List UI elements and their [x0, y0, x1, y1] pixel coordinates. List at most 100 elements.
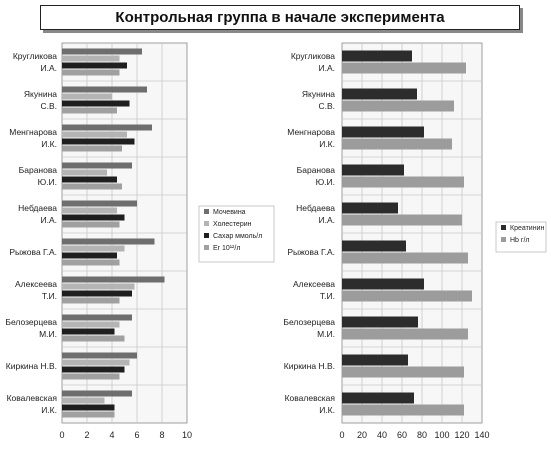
bar-urea [62, 352, 137, 359]
category-label: Алексеева [15, 279, 57, 289]
bar-er [62, 183, 122, 190]
bar-chol [62, 397, 105, 404]
category-label: И.К. [41, 139, 57, 149]
bar-urea [62, 390, 132, 397]
category-label: Баранова [19, 165, 58, 175]
bar-chol [62, 207, 117, 214]
x-tick-label: 0 [59, 430, 64, 440]
bar-chol [62, 169, 107, 176]
x-tick-label: 120 [454, 430, 469, 440]
chart-title: Контрольная группа в начале эксперимента [115, 9, 445, 26]
bar-sugar [62, 176, 117, 183]
bar-creat [342, 354, 408, 366]
bar-chol [62, 321, 120, 328]
x-tick-label: 4 [109, 430, 114, 440]
bar-chol [62, 283, 135, 290]
bar-creat [342, 126, 424, 138]
x-tick-label: 80 [417, 430, 427, 440]
bar-creat [342, 50, 412, 62]
category-label: Т.И. [320, 291, 335, 301]
category-label: Т.И. [42, 291, 57, 301]
bar-urea [62, 162, 132, 169]
category-label: Ковалевская [7, 393, 58, 403]
bar-chol [62, 131, 127, 138]
category-label: М.И. [39, 329, 57, 339]
category-label: Алексеева [293, 279, 335, 289]
bar-er [62, 373, 120, 380]
category-label: И.А. [318, 215, 335, 225]
bar-er [62, 297, 120, 304]
bar-creat [342, 316, 418, 328]
bar-urea [62, 48, 142, 55]
legend-label: Er 10¹²/л [213, 245, 240, 252]
category-label: С.В. [40, 101, 57, 111]
bar-urea [62, 124, 152, 131]
x-tick-label: 10 [182, 430, 192, 440]
chart-2: 0 20 40 60 80 100 120 140 Кругликова И.А. Якунина С… [283, 42, 547, 440]
bar-sugar [62, 366, 125, 373]
bar-sugar [62, 138, 135, 145]
category-label: И.А. [40, 63, 57, 73]
bar-hb [342, 366, 464, 378]
category-label: Кругликова [13, 51, 57, 61]
bar-hb [342, 328, 468, 340]
bar-sugar [62, 328, 115, 335]
category-label: Баранова [297, 165, 336, 175]
x-tick-label: 6 [134, 430, 139, 440]
bar-sugar [62, 252, 117, 259]
legend-swatch [204, 221, 209, 226]
legend-swatch [204, 209, 209, 214]
category-label: Киркина Н.В. [284, 361, 335, 371]
bar-creat [342, 202, 398, 214]
bar-er [62, 335, 125, 342]
bar-sugar [62, 404, 115, 411]
bar-urea [62, 238, 155, 245]
bar-chol [62, 359, 130, 366]
bar-creat [342, 278, 424, 290]
category-label: Белозерцева [5, 317, 57, 327]
category-label: Кругликова [291, 51, 335, 61]
category-label: И.А. [40, 215, 57, 225]
bar-hb [342, 214, 462, 226]
bar-chol [62, 93, 112, 100]
bar-sugar [62, 62, 127, 69]
bar-urea [62, 200, 137, 207]
legend-label: Hb г/л [510, 237, 529, 244]
bar-er [62, 107, 117, 114]
bar-creat [342, 240, 406, 252]
bar-hb [342, 62, 466, 74]
x-tick-label: 2 [84, 430, 89, 440]
category-label: Якунина [302, 89, 335, 99]
x-tick-label: 140 [474, 430, 489, 440]
x-tick-label: 8 [159, 430, 164, 440]
bar-er [62, 145, 122, 152]
category-label: Ю.И. [316, 177, 335, 187]
category-label: Белозерцева [283, 317, 335, 327]
category-label: И.К. [319, 405, 335, 415]
bar-chol [62, 55, 120, 62]
bar-creat [342, 164, 404, 176]
category-label: Якунина [24, 89, 57, 99]
x-tick-label: 60 [397, 430, 407, 440]
category-label: Ю.И. [38, 177, 57, 187]
legend-label: Холестерин [213, 221, 252, 228]
bar-hb [342, 176, 464, 188]
category-label: Рыжова Г.А. [287, 247, 335, 257]
category-label: С.В. [318, 101, 335, 111]
legend-swatch [501, 225, 506, 230]
chart-title-box: Контрольная группа в начале эксперимента [40, 5, 520, 30]
bar-creat [342, 392, 414, 404]
bar-er [62, 411, 115, 418]
x-tick-label: 20 [357, 430, 367, 440]
category-label: Менгнарова [9, 127, 57, 137]
chart-1: 0 2 4 6 8 10 Кругликова И.А. Якунина С.В. Менгнаро… [5, 42, 275, 440]
bar-chol [62, 245, 125, 252]
bar-sugar [62, 100, 130, 107]
bar-creat [342, 88, 417, 100]
bar-urea [62, 314, 132, 321]
bar-hb [342, 404, 464, 416]
bar-hb [342, 290, 472, 302]
legend-box [198, 205, 275, 263]
category-label: Киркина Н.В. [6, 361, 57, 371]
